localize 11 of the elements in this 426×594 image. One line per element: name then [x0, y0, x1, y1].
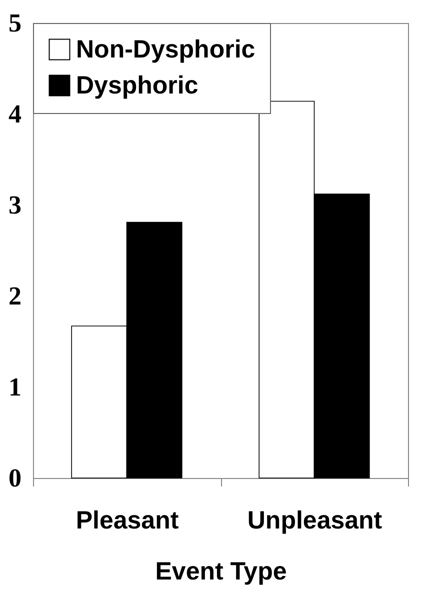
y-tick-label: 2 [8, 282, 22, 310]
y-tick-label: 3 [8, 190, 22, 220]
y-tick-label: 0 [8, 464, 22, 492]
x-tick-label: Pleasant [76, 506, 180, 534]
y-tick-label: 5 [8, 8, 22, 38]
x-axis-title: Event Type [155, 558, 287, 586]
y-tick-label: 1 [8, 372, 22, 402]
legend-label: Non-Dysphoric [76, 36, 256, 64]
x-tick-label: Unpleasant [247, 506, 383, 534]
legend-label: Dysphoric [76, 72, 198, 100]
y-tick-label: 4 [8, 100, 22, 128]
